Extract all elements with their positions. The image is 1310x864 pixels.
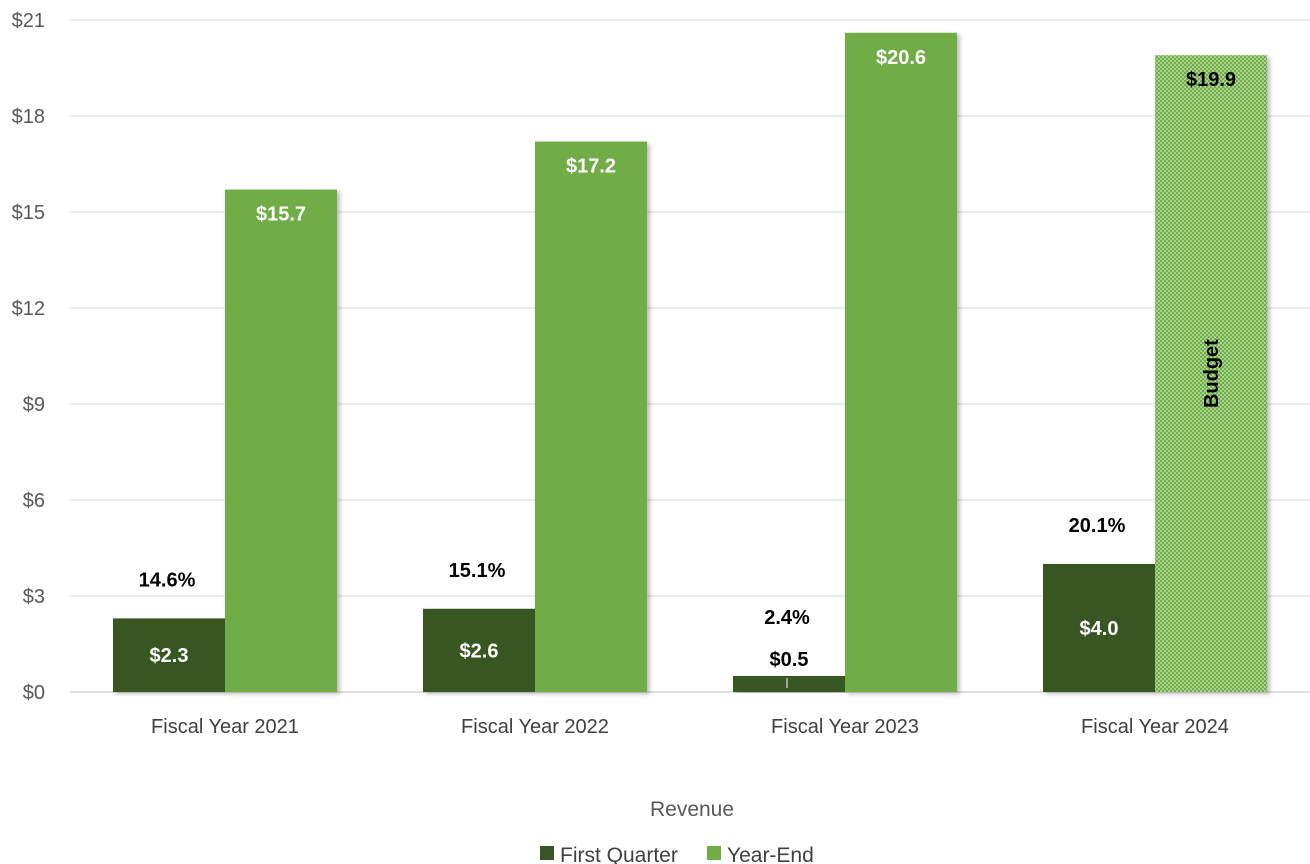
data-label-first-quarter: $2.6 (460, 640, 499, 662)
y-tick-label: $9 (23, 394, 45, 416)
legend-label: First Quarter (560, 844, 678, 864)
y-tick-label: $15 (12, 202, 45, 224)
y-tick-label: $3 (23, 586, 45, 608)
data-label-first-quarter: $4.0 (1080, 618, 1119, 640)
legend: First Quarter Year-End (540, 844, 814, 864)
percent-label: 14.6% (139, 569, 196, 591)
data-label-first-quarter: $2.3 (150, 645, 189, 667)
data-label-year-end: $17.2 (566, 156, 616, 178)
bars (113, 32, 1267, 693)
percent-label: 20.1% (1069, 515, 1126, 537)
bar-year-end-budget (1155, 55, 1267, 692)
data-label-year-end: $15.7 (256, 204, 306, 226)
data-label-year-end: $19.9 (1186, 69, 1236, 91)
y-tick-label: $6 (23, 490, 45, 512)
x-category-label: Fiscal Year 2023 (771, 716, 919, 738)
x-category-label: Fiscal Year 2021 (151, 716, 299, 738)
legend-label: Year-End (727, 844, 814, 864)
y-tick-label: $0 (23, 682, 45, 704)
y-tick-label: $21 (12, 10, 45, 32)
data-label-year-end: $20.6 (876, 47, 926, 69)
y-tick-label: $18 (12, 106, 45, 128)
bar-first-quarter (113, 618, 225, 692)
percent-label: 15.1% (449, 560, 506, 582)
bar-year-end (535, 141, 647, 693)
legend-swatch (540, 846, 554, 860)
x-category-label: Fiscal Year 2022 (461, 716, 609, 738)
x-category-label: Fiscal Year 2024 (1081, 716, 1229, 738)
y-tick-label: $12 (12, 298, 45, 320)
data-label-first-quarter: $0.5 (770, 649, 809, 671)
x-axis-title: Revenue (650, 798, 734, 821)
bar-year-end (225, 189, 337, 692)
legend-swatch (707, 846, 721, 860)
bar-year-end (845, 32, 957, 693)
percent-label: 2.4% (764, 607, 810, 629)
y-axis-ticks: $0 $3 $6 $9 $12 $15 $18 $21 (12, 10, 45, 704)
data-labels: $2.3 14.6% $15.7 $2.6 15.1% $17.2 $0.5 2.4% $20.… (139, 47, 1236, 688)
budget-label: Budget (1201, 339, 1223, 408)
bar-first-quarter (423, 608, 535, 692)
bar-first-quarter (733, 676, 845, 692)
bar-first-quarter (1043, 564, 1155, 692)
x-axis-categories: Fiscal Year 2021 Fiscal Year 2022 Fiscal Y… (151, 716, 1229, 738)
